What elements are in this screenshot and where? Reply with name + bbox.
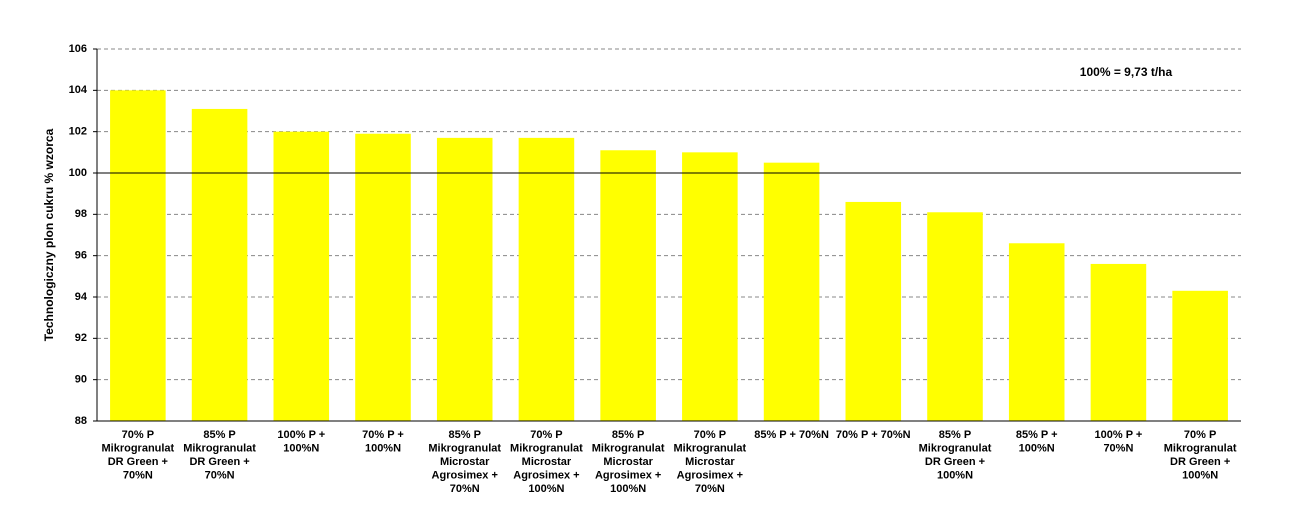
x-tick-label: 100%N [610, 483, 646, 495]
bar [1090, 263, 1147, 421]
bar [600, 150, 656, 421]
bar [1008, 243, 1065, 421]
x-tick-label: Microstar [603, 456, 653, 468]
x-tick-label: Mikrogranulat [183, 442, 256, 454]
x-tick-label: DR Green + [189, 456, 249, 468]
x-tick-label: 70% P + 70%N [836, 429, 911, 441]
y-tick-label: 102 [69, 126, 87, 138]
x-tick-label: Mikrogranulat [919, 442, 992, 454]
x-tick-label: Mikrogranulat [101, 442, 174, 454]
x-tick-label: 85% P + [1016, 429, 1058, 441]
y-tick-label: 106 [69, 43, 87, 55]
x-tick-label: 100%N [937, 469, 973, 481]
x-tick-label: Microstar [522, 456, 572, 468]
x-tick-label: 85% P [203, 429, 235, 441]
bar [355, 133, 411, 421]
x-tick-label: Agrosimex + [677, 469, 743, 481]
x-tick-label: 70%N [695, 483, 725, 495]
y-tick-label: 100 [69, 167, 87, 179]
x-tick-label: Mikrogranulat [673, 442, 746, 454]
x-tick-label: DR Green + [108, 456, 168, 468]
x-tick-label: 100%N [528, 483, 564, 495]
x-tick-label: 70%N [1103, 442, 1133, 454]
x-tick-label: Agrosimex + [513, 469, 579, 481]
bar [273, 131, 330, 421]
x-tick-label: DR Green + [1170, 456, 1230, 468]
x-tick-label: Mikrogranulat [1164, 442, 1237, 454]
bar [927, 212, 983, 421]
y-tick-label: 94 [75, 291, 88, 303]
annotation: 100% = 9,73 t/ha [1080, 65, 1173, 79]
x-tick-label: 85% P + 70%N [754, 429, 829, 441]
x-tick-label: 100%N [1182, 469, 1218, 481]
x-tick-label: Mikrogranulat [428, 442, 501, 454]
x-tick-label: 70% P [694, 429, 726, 441]
y-tick-label: 98 [75, 208, 87, 220]
x-tick-label: 100% P + [277, 429, 325, 441]
x-tick-label: Agrosimex + [432, 469, 498, 481]
y-tick-label: 90 [75, 374, 87, 386]
x-tick-label: 70%N [450, 483, 480, 495]
x-tick-label: 70%N [123, 469, 153, 481]
bar [845, 201, 902, 421]
x-tick-label: Mikrogranulat [510, 442, 583, 454]
y-tick-label: 88 [75, 415, 87, 427]
x-tick-label: 85% P [939, 429, 971, 441]
x-tick-label: 70% P [122, 429, 154, 441]
bar [110, 90, 166, 421]
x-tick-label: 100% P + [1095, 429, 1143, 441]
y-axis-label: Technologiczny plon cukru % wzorca [42, 128, 56, 341]
y-tick-label: 104 [69, 84, 88, 96]
bar [763, 162, 820, 421]
x-tick-label: 100%N [365, 442, 401, 454]
x-tick-label: Microstar [440, 456, 490, 468]
bar [191, 108, 248, 421]
y-tick-label: 92 [75, 332, 87, 344]
bar [518, 137, 575, 421]
bar [682, 152, 738, 422]
bar [1172, 290, 1228, 421]
x-tick-label: 85% P [612, 429, 644, 441]
x-tick-label: 100%N [1019, 442, 1055, 454]
x-tick-label: 70%N [205, 469, 235, 481]
x-tick-label: 70% P [530, 429, 562, 441]
x-tick-label: 70% P [1184, 429, 1216, 441]
x-tick-label: Agrosimex + [595, 469, 661, 481]
x-tick-label: Mikrogranulat [592, 442, 665, 454]
x-tick-label: 70% P + [362, 429, 404, 441]
x-tick-label: 100%N [283, 442, 319, 454]
x-tick-label: DR Green + [925, 456, 985, 468]
y-tick-label: 96 [75, 250, 87, 262]
x-tick-label: 85% P [449, 429, 481, 441]
x-tick-label: Microstar [685, 456, 735, 468]
bar [436, 137, 493, 421]
